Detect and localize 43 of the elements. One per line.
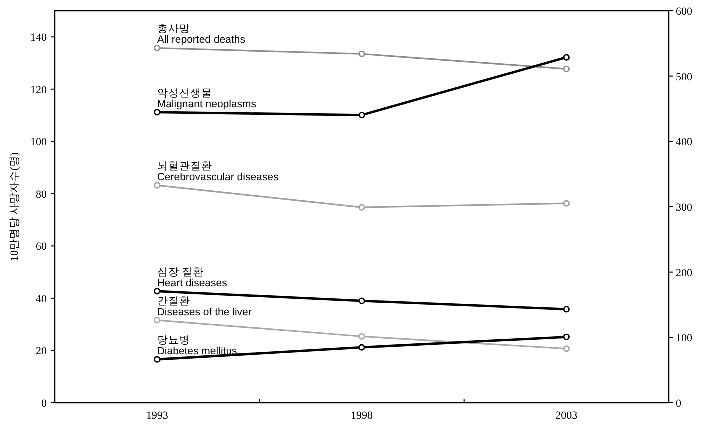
y-tick-label: 60 <box>36 241 48 254</box>
y-tick-label: 140 <box>30 32 48 44</box>
point <box>358 204 366 211</box>
x-tick-label: 1998 <box>351 410 374 422</box>
y2-tick-label: 0 <box>676 398 682 410</box>
y-tick-label: 80 <box>36 188 48 201</box>
y-tick-label: 100 <box>30 136 48 149</box>
point <box>358 298 366 304</box>
point <box>563 200 570 207</box>
point <box>154 182 161 189</box>
y2-tick-label: 400 <box>676 136 693 149</box>
point <box>154 317 161 324</box>
y2-tick-label: 300 <box>676 202 693 214</box>
point <box>358 333 366 340</box>
x-tick-label: 1993 <box>146 410 169 422</box>
y-tick-label: 40 <box>36 293 48 306</box>
y2-tick-label: 100 <box>676 332 693 345</box>
y-axis-title: 10만명당 사망자수(명) <box>9 152 21 262</box>
point <box>154 44 161 52</box>
point <box>154 356 161 363</box>
y-tick-label: 120 <box>30 84 48 96</box>
series-label: 간질환 Diseases of the liver <box>157 295 252 318</box>
y2-tick-label: 500 <box>676 71 693 84</box>
series-label: 심장 질환 Heart diseases <box>157 266 228 290</box>
point <box>563 54 570 61</box>
x-tick-label: 2003 <box>556 410 578 422</box>
point <box>358 344 366 351</box>
point <box>358 50 366 58</box>
point <box>563 306 570 313</box>
point <box>563 66 570 72</box>
point <box>154 109 161 116</box>
y2-tick-label: 600 <box>676 6 693 18</box>
series-label: 악성신생물 Malignant neoplasms <box>157 87 257 110</box>
point <box>154 288 161 295</box>
y2-tick-label: 200 <box>676 267 693 280</box>
y-tick-label: 20 <box>36 346 48 358</box>
point <box>563 346 570 352</box>
y-tick-label: 0 <box>42 398 48 410</box>
point <box>563 334 570 340</box>
series-label: 당뇨병 Diabetes mellitus <box>157 334 238 358</box>
series-label: 뇌혈관질환 Cerebrovascular diseases <box>157 160 279 184</box>
series-label: 총사망 All reported deaths <box>157 23 246 46</box>
point <box>358 112 366 119</box>
